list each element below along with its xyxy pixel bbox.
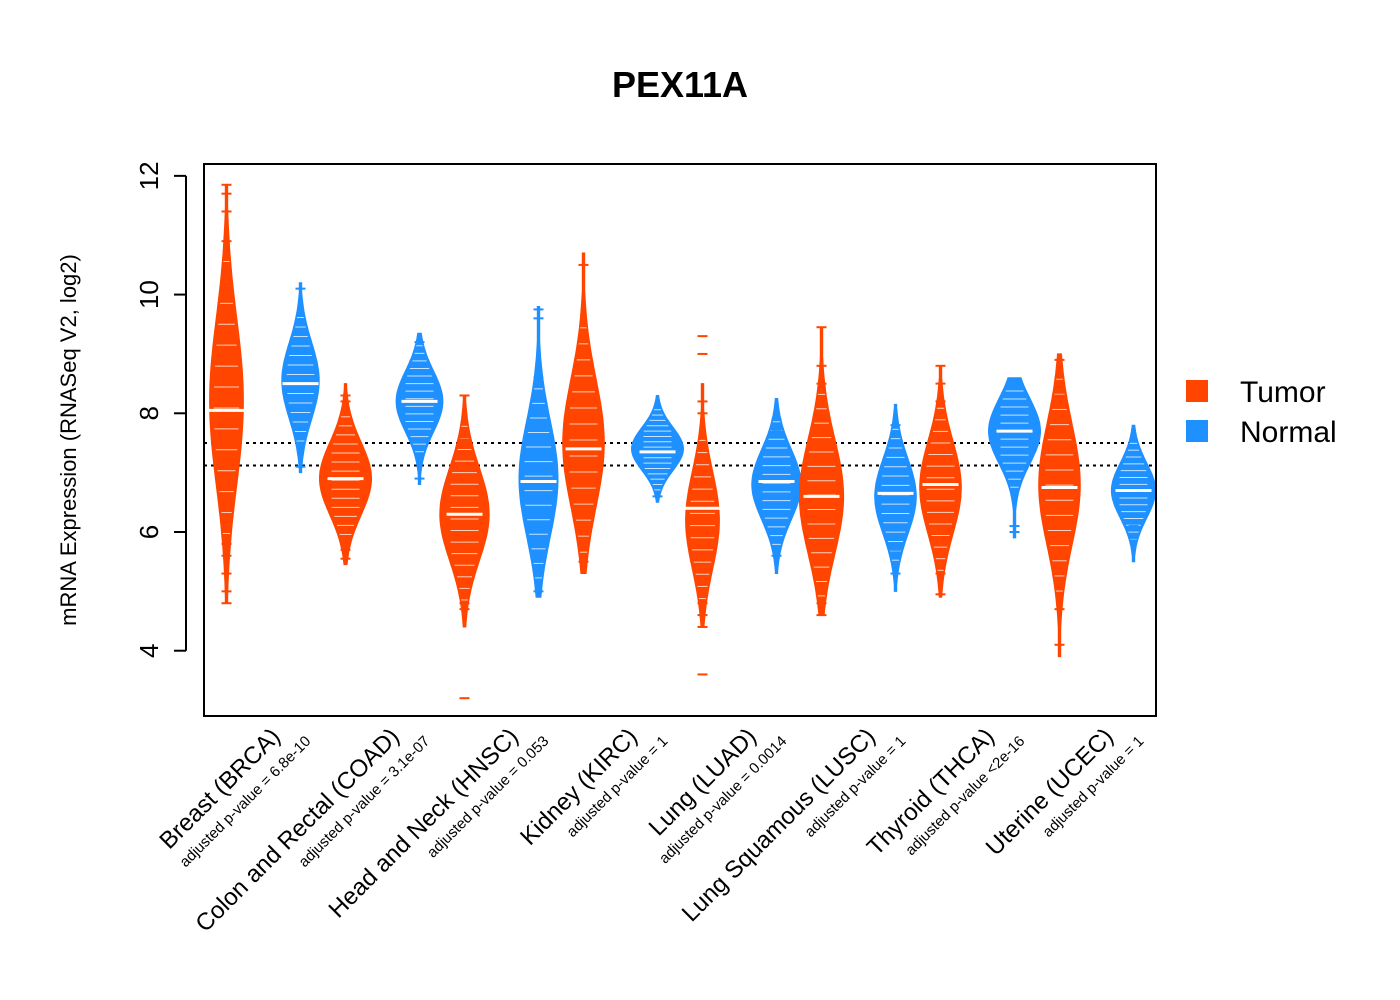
tumor-bean-bean-lines — [689, 439, 716, 600]
plot-area — [204, 183, 1157, 700]
normal-bean-density — [874, 403, 917, 592]
normal-bean-bean-lines — [405, 345, 434, 453]
category-6 — [798, 326, 917, 617]
legend: Tumor Normal — [1186, 376, 1337, 449]
legend-swatch-normal — [1186, 420, 1208, 442]
legend-swatch-tumor — [1186, 380, 1208, 402]
normal-bean-bean-lines — [524, 388, 553, 579]
category-3 — [439, 306, 559, 700]
legend-label-tumor: Tumor — [1240, 376, 1326, 409]
category-8 — [1038, 353, 1157, 658]
tumor-bean-density — [562, 252, 605, 574]
category-4 — [562, 252, 685, 574]
axes: 4 6 8 10 12 — [134, 161, 1157, 717]
category-2 — [319, 332, 444, 566]
normal-bean-density — [1110, 424, 1157, 563]
normal-bean-density — [281, 282, 320, 474]
normal-bean-bean-lines — [1000, 390, 1029, 488]
category-labels: Breast (BRCA)adjusted p-value = 6.8e-10C… — [154, 723, 1147, 937]
tumor-bean-density — [685, 383, 720, 628]
tumor-bean-bean-lines — [926, 407, 955, 571]
tumor-bean-bean-lines — [1045, 378, 1074, 592]
tumor-bean-density — [798, 326, 845, 616]
normal-bean-density — [630, 395, 685, 503]
tumor-bean-bean-lines — [331, 416, 360, 545]
chart-title: PEX11A — [612, 64, 748, 105]
y-tick-label: 10 — [134, 280, 164, 309]
y-tick-label: 8 — [134, 406, 164, 420]
normal-bean-density — [518, 306, 559, 598]
category-5 — [684, 335, 802, 676]
y-tick-label: 12 — [134, 161, 164, 190]
normal-bean-density — [395, 332, 444, 485]
tumor-bean-density — [209, 184, 244, 604]
y-axis-label: mRNA Expression (RNASeq V2, log2) — [56, 254, 81, 626]
normal-bean-density — [751, 398, 802, 574]
tumor-bean-bean-lines — [569, 327, 598, 553]
plot-frame — [203, 163, 1157, 717]
tumor-bean-density — [319, 383, 372, 566]
category-7 — [919, 364, 1042, 598]
y-tick-label: 6 — [134, 525, 164, 539]
normal-bean-bean-lines — [762, 421, 791, 545]
normal-bean-density — [987, 377, 1042, 539]
legend-label-normal: Normal — [1240, 416, 1337, 449]
y-tick-label: 4 — [134, 643, 164, 657]
tumor-bean-density — [1038, 353, 1081, 658]
category-1 — [208, 183, 320, 605]
